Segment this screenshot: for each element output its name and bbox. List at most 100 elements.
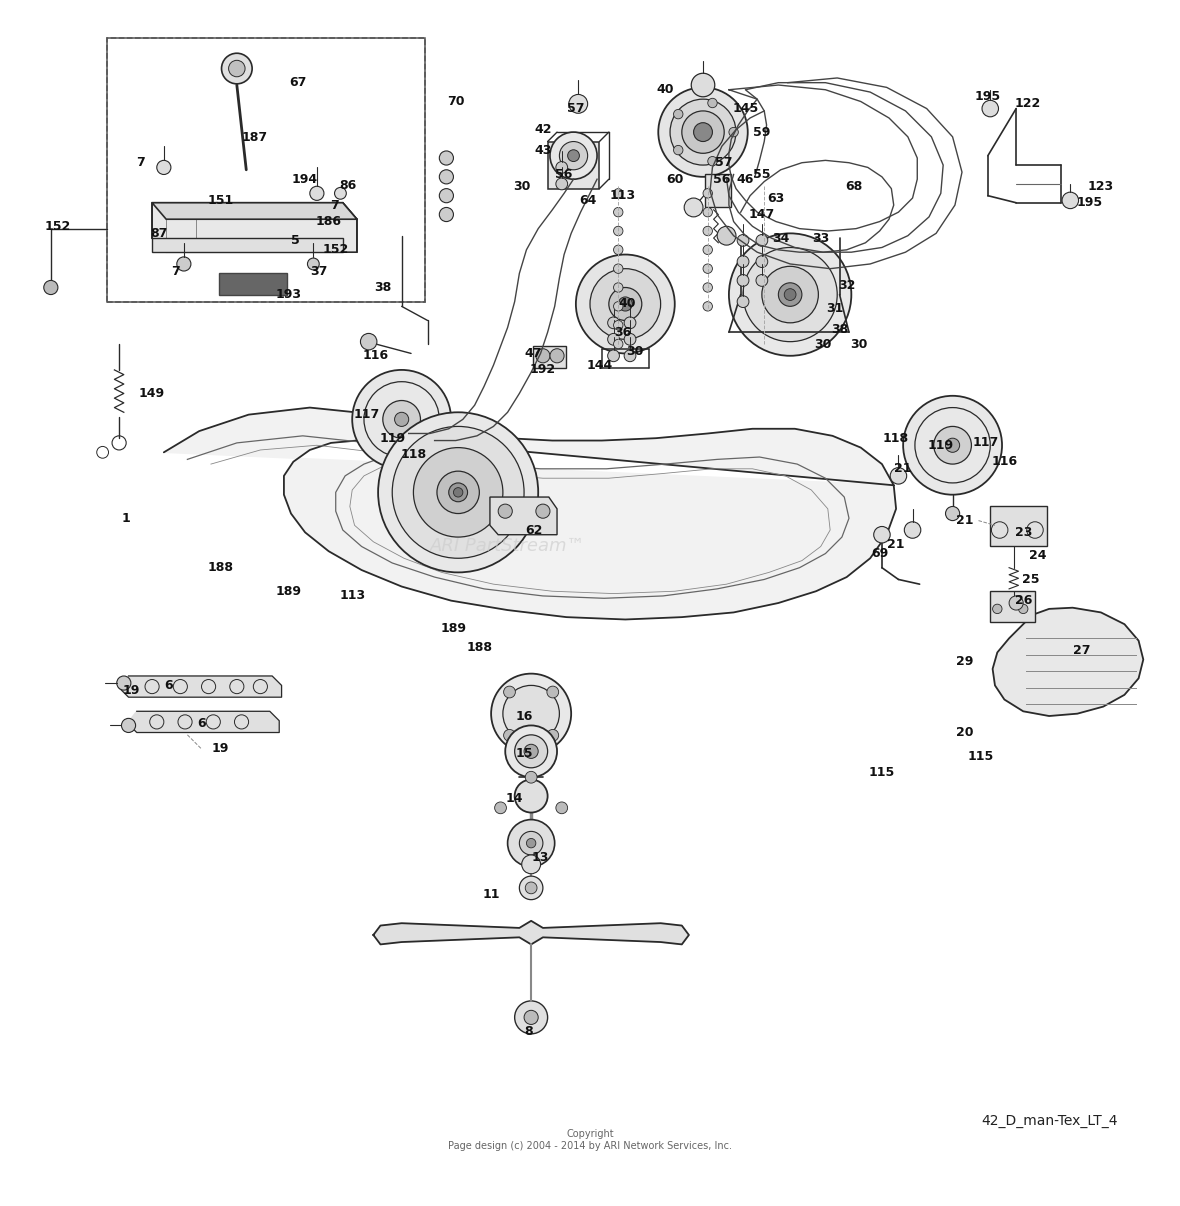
Text: 119: 119 (927, 439, 953, 452)
Bar (990, 591, 1035, 622)
Text: 30: 30 (513, 180, 530, 193)
Text: 116: 116 (362, 350, 388, 362)
Circle shape (503, 685, 559, 742)
Text: 188: 188 (208, 561, 234, 574)
Circle shape (717, 227, 736, 245)
Text: 122: 122 (1015, 98, 1041, 111)
Circle shape (157, 160, 171, 175)
Text: 29: 29 (956, 655, 974, 668)
Text: 6: 6 (197, 716, 205, 730)
Text: 57: 57 (568, 103, 584, 115)
Polygon shape (152, 238, 342, 252)
Text: 189: 189 (276, 585, 302, 598)
Circle shape (614, 321, 623, 330)
Text: 26: 26 (1015, 595, 1031, 607)
Text: 5: 5 (291, 234, 300, 247)
Circle shape (519, 831, 543, 855)
Text: 86: 86 (339, 178, 356, 192)
Circle shape (394, 480, 408, 494)
Text: 115: 115 (968, 750, 994, 762)
Circle shape (514, 1001, 548, 1034)
Polygon shape (152, 203, 356, 219)
Bar (107, 37, 425, 302)
Circle shape (703, 207, 713, 217)
Circle shape (310, 186, 325, 200)
Text: 186: 186 (316, 215, 342, 228)
Circle shape (439, 207, 453, 222)
Text: 70: 70 (447, 95, 465, 109)
Circle shape (703, 245, 713, 254)
Text: 43: 43 (535, 145, 551, 158)
Text: 151: 151 (208, 194, 234, 207)
Text: 188: 188 (466, 642, 492, 654)
Text: 30: 30 (627, 345, 643, 357)
Circle shape (177, 257, 191, 271)
Text: 13: 13 (532, 850, 549, 863)
Text: 34: 34 (772, 232, 789, 245)
Text: 14: 14 (506, 792, 524, 804)
Circle shape (536, 349, 550, 363)
Circle shape (546, 730, 558, 742)
Circle shape (556, 178, 568, 189)
Circle shape (392, 427, 524, 558)
Circle shape (514, 734, 548, 768)
Bar (990, 507, 1047, 546)
Text: 21: 21 (956, 514, 974, 527)
Text: 187: 187 (242, 131, 268, 145)
Circle shape (903, 396, 1002, 494)
Circle shape (526, 838, 536, 848)
Circle shape (703, 227, 713, 235)
Text: 192: 192 (530, 363, 556, 376)
Circle shape (413, 447, 503, 537)
Circle shape (708, 99, 717, 107)
Circle shape (522, 855, 540, 874)
Circle shape (945, 438, 959, 452)
Circle shape (453, 487, 463, 497)
Text: 31: 31 (826, 303, 844, 315)
Bar (219, 274, 288, 294)
Circle shape (504, 730, 516, 742)
Circle shape (335, 187, 346, 199)
Circle shape (703, 282, 713, 292)
Circle shape (992, 604, 1002, 614)
Polygon shape (533, 346, 566, 368)
Circle shape (873, 527, 890, 543)
Text: 152: 152 (45, 219, 71, 233)
Circle shape (614, 207, 623, 217)
Text: 113: 113 (610, 189, 636, 203)
Circle shape (703, 264, 713, 274)
Text: 145: 145 (733, 103, 759, 115)
Text: 15: 15 (516, 748, 533, 760)
Text: 36: 36 (615, 326, 631, 339)
Circle shape (624, 333, 636, 345)
Circle shape (1062, 192, 1079, 209)
Circle shape (608, 333, 620, 345)
Circle shape (378, 412, 538, 573)
Text: 27: 27 (1074, 644, 1090, 656)
Circle shape (738, 295, 749, 308)
Text: 60: 60 (666, 172, 683, 186)
Circle shape (494, 802, 506, 814)
Circle shape (743, 247, 838, 341)
Circle shape (550, 133, 597, 180)
Text: 42: 42 (535, 123, 552, 136)
Text: 23: 23 (1015, 526, 1031, 539)
Circle shape (684, 198, 703, 217)
Circle shape (779, 282, 802, 306)
Text: 56: 56 (556, 168, 572, 181)
Circle shape (439, 170, 453, 183)
Text: 8: 8 (524, 1025, 533, 1038)
Text: 7: 7 (136, 157, 145, 169)
Text: 118: 118 (883, 432, 909, 445)
Circle shape (703, 302, 713, 311)
Circle shape (738, 234, 749, 246)
Text: 63: 63 (767, 192, 785, 205)
Text: Copyright
Page design (c) 2004 - 2014 by ARI Network Services, Inc.: Copyright Page design (c) 2004 - 2014 by… (448, 1129, 732, 1151)
Text: 149: 149 (139, 387, 165, 400)
Text: 189: 189 (440, 622, 466, 636)
Circle shape (670, 99, 736, 165)
Circle shape (360, 333, 376, 350)
Circle shape (559, 141, 588, 170)
Polygon shape (127, 712, 280, 732)
Circle shape (785, 288, 796, 300)
